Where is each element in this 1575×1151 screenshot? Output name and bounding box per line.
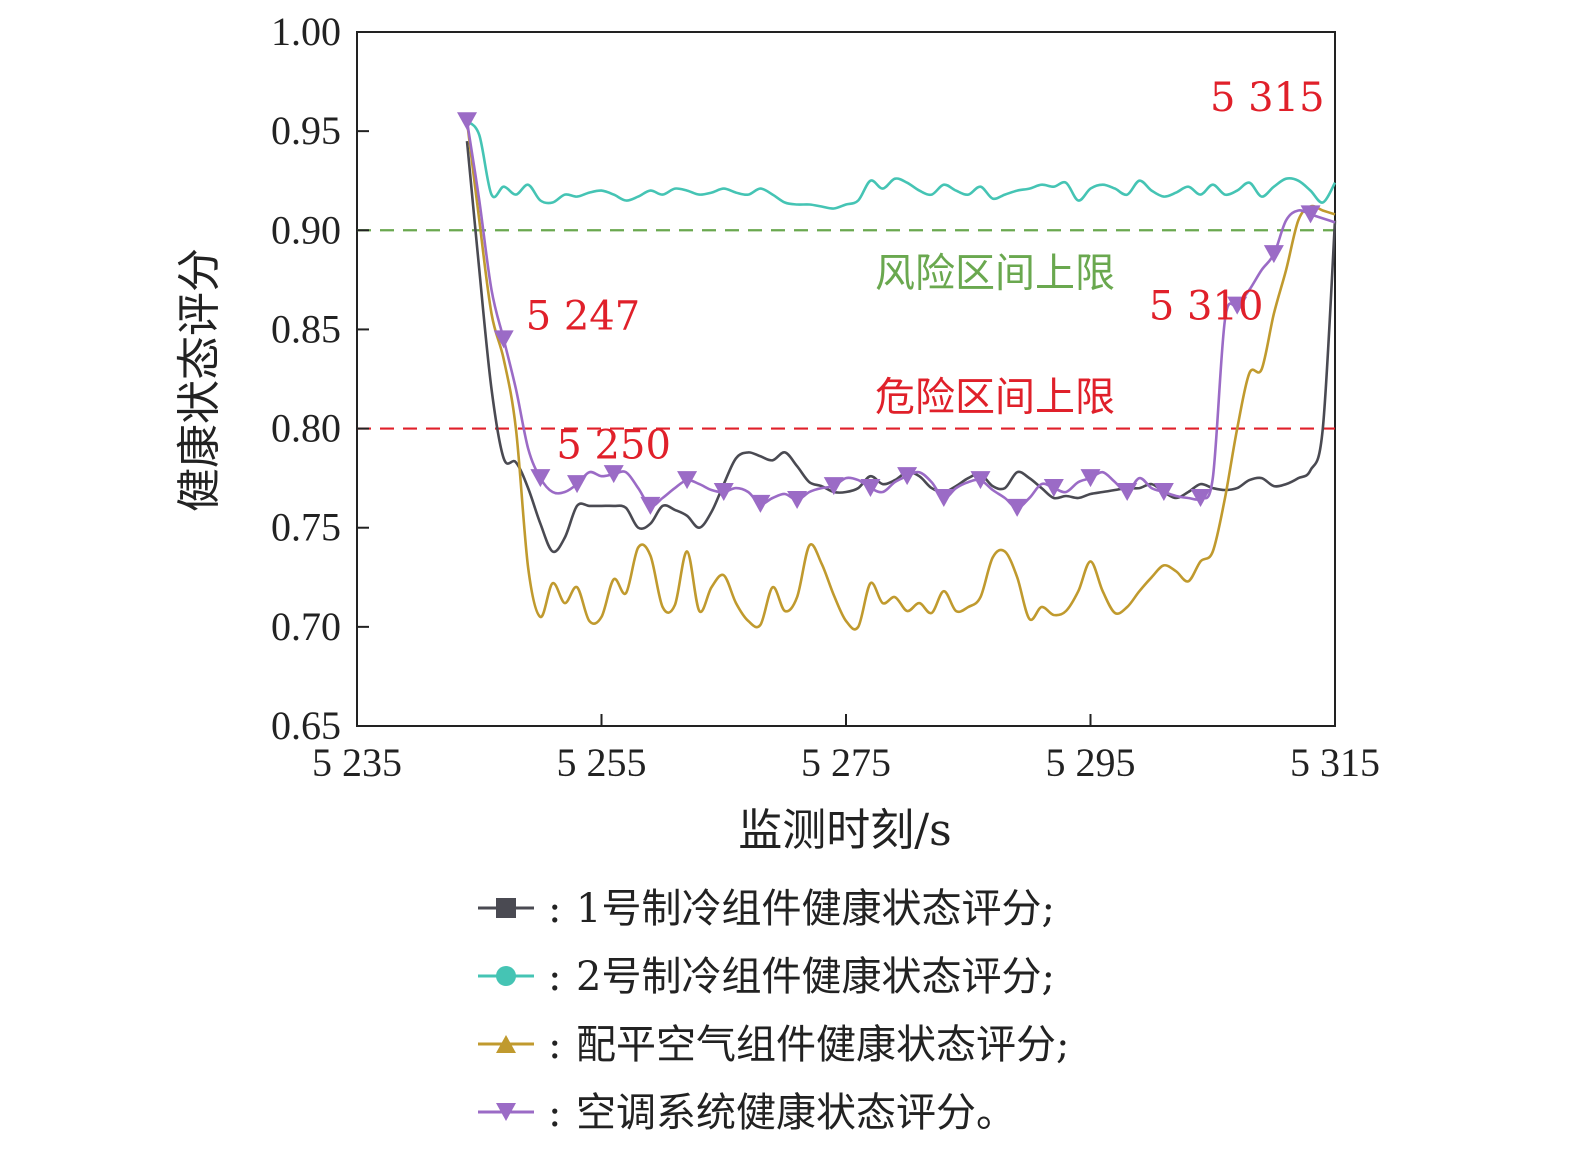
legend-prefix: : [548,886,561,932]
data-point [530,469,551,488]
series-3 [465,121,1336,631]
data-point [787,490,808,509]
data-point [970,471,991,490]
ticks: 5 235 5 255 5 275 5 295 5 315 0.65 0.70 0.75 0.8… [271,9,1380,785]
legend-entry-4: : 空调系统健康状态评分。 [478,1090,1016,1136]
legend-entry-2: :2号制冷组件健康状态评分; [478,954,1055,1000]
legend-marker [496,1103,516,1121]
data-point [493,330,514,349]
legend-label: 配平空气组件健康状态评分; [576,1022,1069,1068]
legend-marker [496,1035,516,1053]
series-layer [457,112,1337,631]
data-point [1190,488,1211,507]
x-tick-label: 5 255 [557,740,647,785]
data-point [1153,483,1174,502]
annotation-2: 5 310 [1149,284,1264,330]
legend-prefix: : [548,954,561,1000]
data-point [1080,469,1101,488]
y-tick-label: 0.70 [271,604,341,649]
data-point [640,496,661,515]
x-axis-label: 监测时刻/s [738,805,951,856]
data-point [603,465,624,484]
data-point [1263,245,1284,264]
data-point [750,494,771,513]
data-point [457,112,478,131]
legend-prefix: : [548,1022,561,1068]
data-point [1043,479,1064,498]
y-tick-label: 0.85 [271,306,341,351]
threshold-label-1: 危险区间上限 [875,375,1115,421]
legend-label: 1号制冷组件健康状态评分; [576,886,1055,932]
y-tick-label: 0.65 [271,703,341,748]
legend-label: 2号制冷组件健康状态评分; [576,954,1055,1000]
data-point [933,488,954,507]
legend-marker [496,898,516,918]
data-point [567,475,588,494]
y-axis-label: 健康状态评分 [174,248,225,512]
threshold-label-0: 风险区间上限 [875,250,1115,296]
x-tick-label: 5 315 [1290,740,1380,785]
legend-marker [496,966,516,986]
series-line-2 [466,120,1337,210]
legend-entry-1: :1号制冷组件健康状态评分; [478,886,1055,932]
data-point [1227,296,1248,315]
legend-entry-3: : 配平空气组件健康状态评分; [478,1022,1069,1068]
y-tick-label: 1.00 [271,9,341,54]
data-point [897,467,918,486]
data-point [677,471,698,490]
data-point [823,477,844,496]
data-point [713,483,734,502]
series-2 [466,120,1337,210]
legend: :1号制冷组件健康状态评分;: 2号制冷组件健康状态评分;: 配平空气组件健康状态评… [478,886,1069,1136]
x-tick-label: 5 235 [312,740,402,785]
data-point [860,479,881,498]
plot-area [356,31,1336,727]
legend-label: 空调系统健康状态评分。 [576,1090,1016,1136]
series-1 [465,140,1337,554]
series-4 [457,112,1336,517]
y-tick-label: 0.80 [271,406,341,451]
plot-frame [356,31,1336,727]
y-tick-label: 0.75 [271,505,341,550]
data-point [1117,483,1138,502]
x-tick-label: 5 275 [801,740,891,785]
data-point [1300,205,1321,224]
series-line-1 [465,140,1337,554]
x-tick-label: 5 295 [1046,740,1136,785]
data-point [1007,498,1028,517]
legend-prefix: : [548,1090,561,1136]
annotation-1: 5 250 [556,422,671,468]
annotation-3: 5 315 [1210,75,1325,121]
y-tick-label: 0.95 [271,108,341,153]
series-line-3 [465,121,1336,631]
annotation-0: 5 247 [526,293,641,339]
y-tick-label: 0.90 [271,207,341,252]
annotations: 5 247 5 250 5 310 5 315 [526,75,1325,469]
